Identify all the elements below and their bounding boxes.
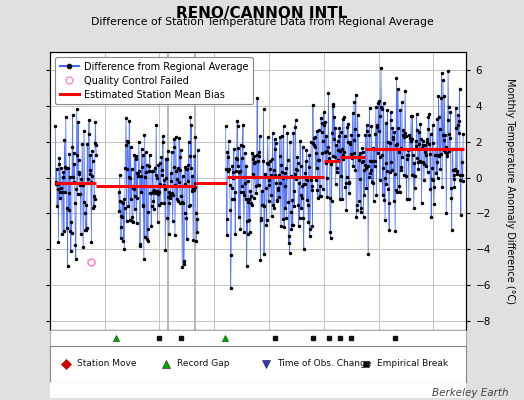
Text: Record Gap: Record Gap (177, 360, 230, 368)
Text: Station Move: Station Move (77, 360, 136, 368)
Text: Berkeley Earth: Berkeley Earth (432, 388, 508, 398)
Text: RENO/CANNON INTL: RENO/CANNON INTL (176, 6, 348, 21)
Text: Difference of Station Temperature Data from Regional Average: Difference of Station Temperature Data f… (91, 17, 433, 27)
Text: Time of Obs. Change: Time of Obs. Change (277, 360, 371, 368)
Y-axis label: Monthly Temperature Anomaly Difference (°C): Monthly Temperature Anomaly Difference (… (505, 78, 515, 304)
Legend: Difference from Regional Average, Quality Control Failed, Estimated Station Mean: Difference from Regional Average, Qualit… (54, 57, 253, 104)
Text: Empirical Break: Empirical Break (377, 360, 448, 368)
